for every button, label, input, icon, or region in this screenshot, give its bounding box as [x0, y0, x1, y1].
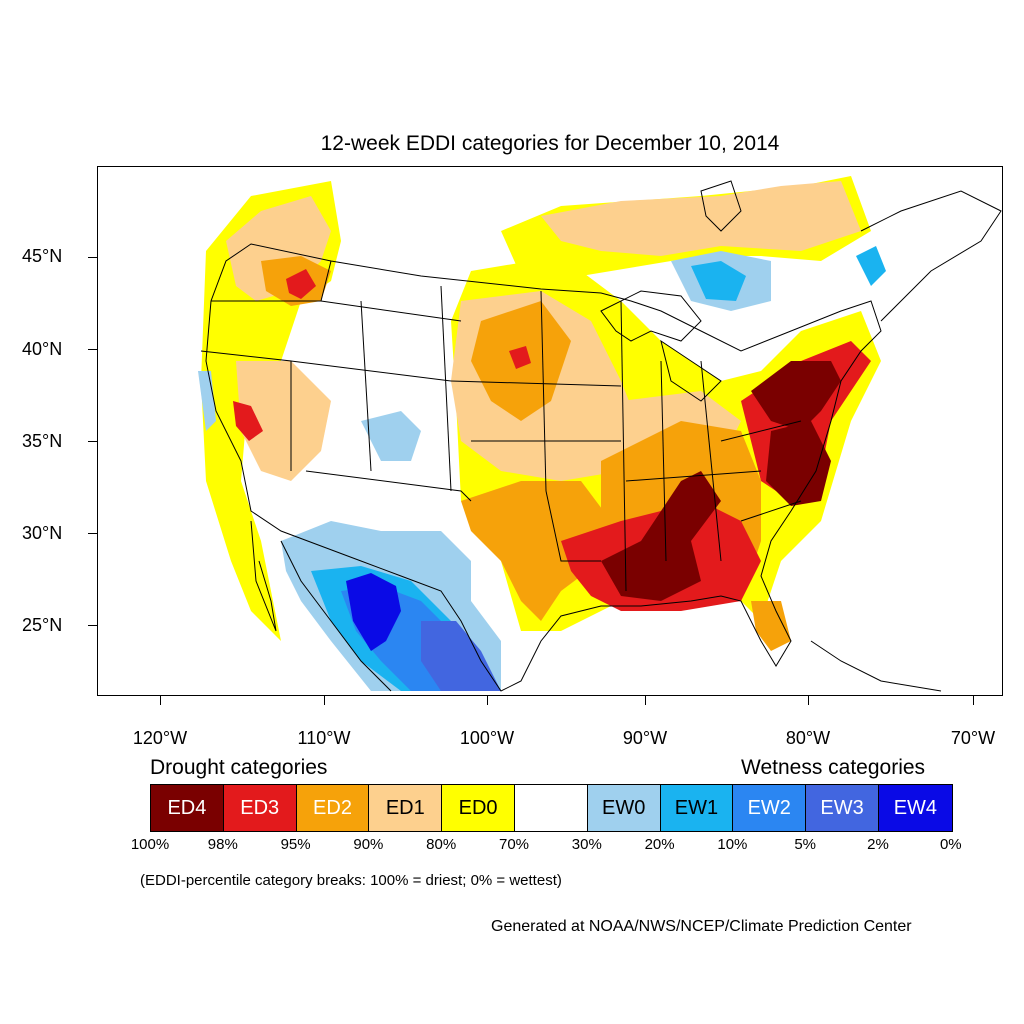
region-ed1-greatbasin — [236, 361, 331, 481]
mexico-baja — [250, 520, 277, 632]
lat-label-45: 45°N — [22, 246, 63, 266]
state-line — [540, 290, 547, 492]
state-line — [660, 360, 667, 562]
state-line — [360, 300, 372, 472]
break-label: 70% — [498, 836, 530, 853]
category-shading — [198, 176, 886, 691]
us-border-north — [205, 243, 882, 692]
canada-coast — [860, 190, 1002, 322]
category-legend-bar: ED4 ED3 ED2 ED1 ED0 EW0 EW1 EW2 EW3 EW4 — [150, 784, 953, 832]
mexico-coast — [280, 540, 392, 692]
state-line — [620, 300, 627, 592]
legend-box-ew2: EW2 — [733, 785, 807, 831]
lon-tick — [324, 696, 325, 705]
legend-box-ed0: ED0 — [442, 785, 515, 831]
region-ed3-california — [233, 401, 263, 441]
florida-keys — [810, 640, 942, 692]
state-line — [720, 420, 802, 442]
lat-tick — [88, 625, 97, 626]
break-label: 95% — [280, 836, 311, 853]
lon-tick — [808, 696, 809, 705]
lat-label-25: 25°N — [22, 615, 63, 635]
state-line — [700, 360, 722, 562]
credit-line: Generated at NOAA/NWS/NCEP/Climate Predi… — [491, 918, 912, 935]
lon-tick — [645, 696, 646, 705]
region-ew1-ne — [856, 246, 886, 286]
lon-tick — [487, 696, 488, 705]
lon-label-70: 70°W — [950, 728, 996, 748]
break-label: 30% — [571, 836, 602, 853]
hudson-coast — [700, 180, 742, 232]
region-ed1-canada — [541, 181, 861, 256]
legend-box-ed2: ED2 — [296, 785, 370, 831]
region-ew4-mexico — [346, 573, 401, 651]
legend-box-ed4: ED4 — [151, 785, 224, 831]
state-line — [625, 470, 762, 482]
lat-tick — [88, 349, 97, 350]
region-ed2-southplains — [461, 481, 611, 621]
lat-label-40: 40°N — [22, 339, 63, 359]
legend-box-ew1: EW1 — [660, 785, 734, 831]
lon-tick — [973, 696, 974, 705]
lon-label-80: 80°W — [785, 728, 831, 748]
state-line — [740, 500, 802, 522]
map-title: 12-week EDDI categories for December 10,… — [320, 132, 780, 155]
lat-tick — [88, 441, 97, 442]
drought-categories-heading: Drought categories — [150, 756, 328, 779]
state-line — [450, 380, 622, 387]
region-ed4-deltagulf — [601, 471, 721, 601]
break-label: 2% — [867, 836, 889, 853]
lat-label-35: 35°N — [22, 431, 63, 451]
wetness-categories-heading: Wetness categories — [741, 756, 926, 779]
legend-box-ed3: ED3 — [223, 785, 297, 831]
region-ed3-idaho — [286, 269, 316, 299]
lat-tick — [88, 533, 97, 534]
region-ed4-midatlantic — [751, 361, 841, 431]
state-line — [320, 300, 462, 322]
state-line — [440, 285, 452, 492]
legend-box-neutral — [514, 785, 588, 831]
state-line — [545, 490, 601, 562]
legend-box-ew3: EW3 — [806, 785, 879, 831]
break-label: 80% — [426, 836, 457, 853]
lat-label-30: 30°N — [22, 523, 63, 543]
legend-box-ew0: EW0 — [587, 785, 661, 831]
lon-label-120: 120°W — [132, 728, 188, 748]
legend-box-ed1: ED1 — [369, 785, 443, 831]
legend-box-ew4: EW4 — [878, 785, 952, 831]
region-ew1-greatlakes — [691, 261, 746, 301]
lat-tick — [88, 257, 97, 258]
lon-label-110: 110°W — [297, 728, 351, 748]
region-ew3-mexico — [421, 621, 501, 691]
lon-label-90: 90°W — [622, 728, 668, 748]
region-ed3-sd — [509, 346, 531, 369]
region-ed4-carolinas — [766, 421, 831, 506]
break-label: 90% — [353, 836, 384, 853]
map-panel — [97, 166, 1003, 696]
state-line — [305, 470, 472, 502]
conus-map-svg — [198, 176, 1002, 692]
great-lakes — [600, 290, 702, 342]
category-breaks-note: (EDDI-percentile category breaks: 100% =… — [140, 872, 562, 889]
great-lakes — [660, 339, 722, 402]
state-line — [290, 360, 452, 382]
break-label: 0% — [939, 836, 962, 853]
break-label: 20% — [644, 836, 675, 853]
boundaries — [200, 180, 1002, 692]
break-label: 100% — [130, 836, 170, 853]
break-label: 98% — [207, 836, 238, 853]
lon-tick — [160, 696, 161, 705]
region-ed2-florida — [751, 601, 791, 651]
break-label: 10% — [717, 836, 748, 853]
region-ew0-co — [361, 411, 421, 461]
break-label: 5% — [794, 836, 817, 853]
lon-label-100: 100°W — [459, 728, 515, 748]
